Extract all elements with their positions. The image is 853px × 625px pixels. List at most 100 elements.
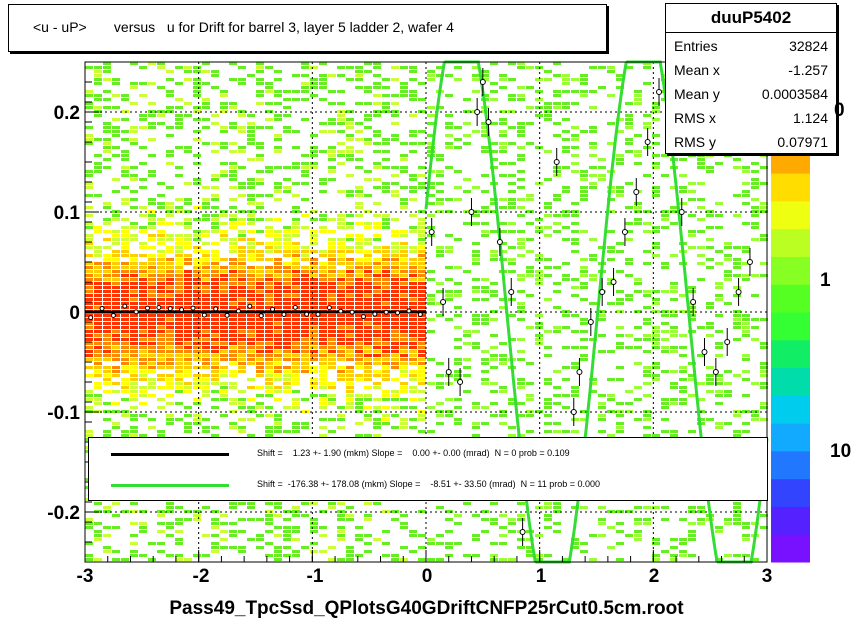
heatmap-cell [229, 370, 237, 373]
heatmap-cell [238, 318, 246, 321]
heatmap-cell [94, 194, 102, 197]
heatmap-cell [103, 402, 111, 405]
heatmap-cell [706, 418, 714, 421]
heatmap-cell [355, 166, 363, 169]
heatmap-cell [112, 130, 120, 133]
heatmap-cell [346, 286, 354, 289]
heatmap-cell [247, 270, 255, 273]
heatmap-cell [679, 366, 687, 369]
heatmap-cell [751, 274, 759, 277]
heatmap-cell [346, 558, 354, 561]
heatmap-cell [382, 294, 390, 297]
heatmap-cell [202, 142, 210, 145]
heatmap-cell [157, 218, 165, 221]
heatmap-cell [733, 258, 741, 261]
heatmap-cell [139, 206, 147, 209]
heatmap-cell [400, 370, 408, 373]
heatmap-cell [103, 546, 111, 549]
heatmap-cell [85, 358, 93, 361]
heatmap-cell [580, 286, 588, 289]
heatmap-cell [256, 78, 264, 81]
heatmap-cell [166, 346, 174, 349]
heatmap-cell [193, 206, 201, 209]
profile-point [247, 303, 253, 309]
heatmap-cell [364, 414, 372, 417]
heatmap-cell [319, 402, 327, 405]
heatmap-cell [571, 78, 579, 81]
heatmap-cell [85, 142, 93, 145]
heatmap-cell [751, 222, 759, 225]
heatmap-cell [697, 326, 705, 329]
heatmap-cell [292, 278, 300, 281]
heatmap-cell [355, 422, 363, 425]
heatmap-cell [175, 294, 183, 297]
heatmap-cell [328, 150, 336, 153]
heatmap-cell [319, 374, 327, 377]
heatmap-cell [517, 134, 525, 137]
heatmap-cell [94, 350, 102, 353]
heatmap-cell [706, 382, 714, 385]
heatmap-cell [580, 90, 588, 93]
heatmap-cell [436, 422, 444, 425]
heatmap-cell [445, 290, 453, 293]
heatmap-cell [274, 374, 282, 377]
color-scale-segment [771, 256, 810, 285]
heatmap-cell [247, 502, 255, 505]
heatmap-cell [427, 106, 435, 109]
heatmap-cell [157, 358, 165, 361]
heatmap-cell [418, 382, 426, 385]
heatmap-cell [400, 290, 408, 293]
heatmap-cell [445, 74, 453, 77]
heatmap-cell [283, 242, 291, 245]
heatmap-cell [553, 282, 561, 285]
heatmap-cell [292, 550, 300, 553]
heatmap-cell [490, 390, 498, 393]
heatmap-cell [319, 350, 327, 353]
heatmap-cell [193, 290, 201, 293]
heatmap-cell [418, 358, 426, 361]
heatmap-cell [274, 426, 282, 429]
heatmap-cell [328, 362, 336, 365]
heatmap-cell [571, 286, 579, 289]
heatmap-cell [355, 298, 363, 301]
heatmap-cell [562, 326, 570, 329]
heatmap-cell [139, 322, 147, 325]
heatmap-cell [643, 394, 651, 397]
heatmap-cell [265, 514, 273, 517]
heatmap-cell [337, 226, 345, 229]
heatmap-cell [409, 66, 417, 69]
heatmap-cell [346, 222, 354, 225]
heatmap-cell [364, 502, 372, 505]
heatmap-cell [148, 370, 156, 373]
heatmap-cell [184, 302, 192, 305]
heatmap-cell [166, 126, 174, 129]
heatmap-cell [229, 338, 237, 341]
heatmap-cell [688, 306, 696, 309]
heatmap-cell [400, 86, 408, 89]
heatmap-cell [427, 558, 435, 561]
heatmap-cell [265, 194, 273, 197]
heatmap-cell [598, 430, 606, 433]
heatmap-cell [400, 262, 408, 265]
heatmap-cell [274, 350, 282, 353]
heatmap-cell [346, 554, 354, 557]
heatmap-cell [166, 378, 174, 381]
heatmap-cell [382, 102, 390, 105]
heatmap-cell [454, 358, 462, 361]
heatmap-cell [481, 130, 489, 133]
heatmap-cell [670, 254, 678, 257]
heatmap-cell [463, 342, 471, 345]
heatmap-cell [643, 418, 651, 421]
heatmap-cell [328, 354, 336, 357]
heatmap-cell [481, 530, 489, 533]
heatmap-cell [220, 538, 228, 541]
heatmap-cell [481, 422, 489, 425]
heatmap-cell [382, 350, 390, 353]
heatmap-cell [139, 386, 147, 389]
heatmap-cell [490, 158, 498, 161]
heatmap-cell [85, 170, 93, 173]
heatmap-cell [688, 362, 696, 365]
heatmap-cell [580, 418, 588, 421]
heatmap-cell [580, 170, 588, 173]
heatmap-cell [139, 306, 147, 309]
